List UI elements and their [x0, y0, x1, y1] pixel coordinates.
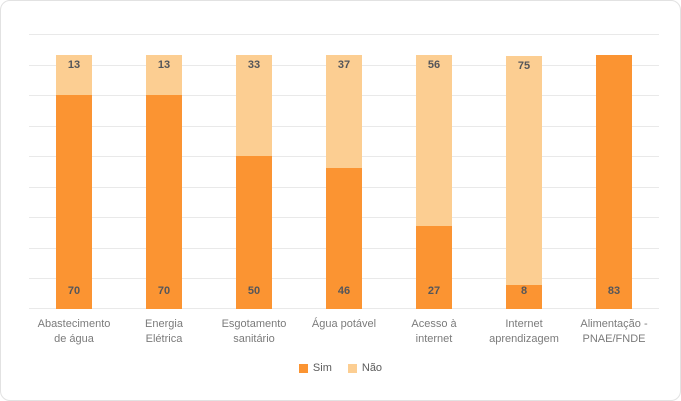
bar-group: 83: [569, 34, 659, 309]
legend-item-sim: Sim: [298, 362, 332, 374]
bar-group: 37 46: [299, 34, 389, 309]
category-label: Internet aprendizagem: [489, 318, 559, 345]
stacked-bar: 13 70: [56, 34, 92, 309]
plot-area: 13 70 13 70 33 50 37 46 56 27 75 8 83: [29, 34, 659, 309]
bar-segment-nao: [146, 55, 182, 95]
value-label-nao: 56: [427, 59, 441, 71]
legend-label: Não: [361, 362, 383, 374]
legend: Sim Não: [1, 362, 680, 374]
value-label-sim: 27: [427, 285, 441, 297]
value-label-sim: 8: [520, 285, 528, 297]
bar-segment-nao: [236, 55, 272, 156]
legend-swatch-icon: [298, 363, 308, 373]
value-label-nao: 37: [337, 59, 351, 71]
value-label-nao: 75: [517, 60, 531, 72]
stacked-bar: 13 70: [146, 34, 182, 309]
gridline: [29, 34, 659, 35]
stacked-bar: 33 50: [236, 34, 272, 309]
bar-segment-sim: [56, 95, 92, 309]
category-label: Acesso à internet: [411, 318, 457, 345]
bar-group: 33 50: [209, 34, 299, 309]
bar-segment-nao: [416, 55, 452, 226]
category-label: Energia Elétrica: [145, 318, 183, 345]
bar-segment-nao: [326, 55, 362, 168]
bar-segment-sim: [236, 156, 272, 309]
stacked-bar: 37 46: [326, 34, 362, 309]
category-label: Alimentação - PNAE/FNDE: [580, 318, 648, 345]
bar-segment-sim: [506, 285, 542, 309]
bar-group: 13 70: [29, 34, 119, 309]
legend-swatch-icon: [347, 363, 357, 373]
bar-group: 75 8: [479, 34, 569, 309]
value-label-nao: 13: [157, 59, 171, 71]
legend-label: Sim: [312, 362, 332, 374]
category-label: Água potável: [311, 318, 377, 330]
category-axis: Abastecimento de água Energia Elétrica Esgot…: [29, 317, 659, 347]
value-label-sim: 46: [337, 285, 351, 297]
value-label-sim: 70: [67, 285, 81, 297]
bar-segment-sim: [326, 168, 362, 309]
stacked-bar: 56 27: [416, 34, 452, 309]
value-label-sim: 83: [607, 285, 621, 297]
value-label-sim: 50: [247, 285, 261, 297]
legend-item-não: Não: [347, 362, 383, 374]
bar-segment-sim: [416, 226, 452, 309]
bar-group: 13 70: [119, 34, 209, 309]
stacked-bar: 75 8: [506, 34, 542, 309]
bar-group: 56 27: [389, 34, 479, 309]
stacked-bar: 83: [596, 34, 632, 309]
bar-segment-nao: [506, 56, 542, 285]
value-label-sim: 70: [157, 285, 171, 297]
value-label-nao: 13: [67, 59, 81, 71]
bar-segment-sim: [146, 95, 182, 309]
category-label: Abastecimento de água: [37, 318, 111, 345]
category-label: Esgotamento sanitário: [221, 318, 287, 345]
bar-segment-nao: [56, 55, 92, 95]
value-label-nao: 33: [247, 59, 261, 71]
bar-segment-sim: [596, 55, 632, 309]
